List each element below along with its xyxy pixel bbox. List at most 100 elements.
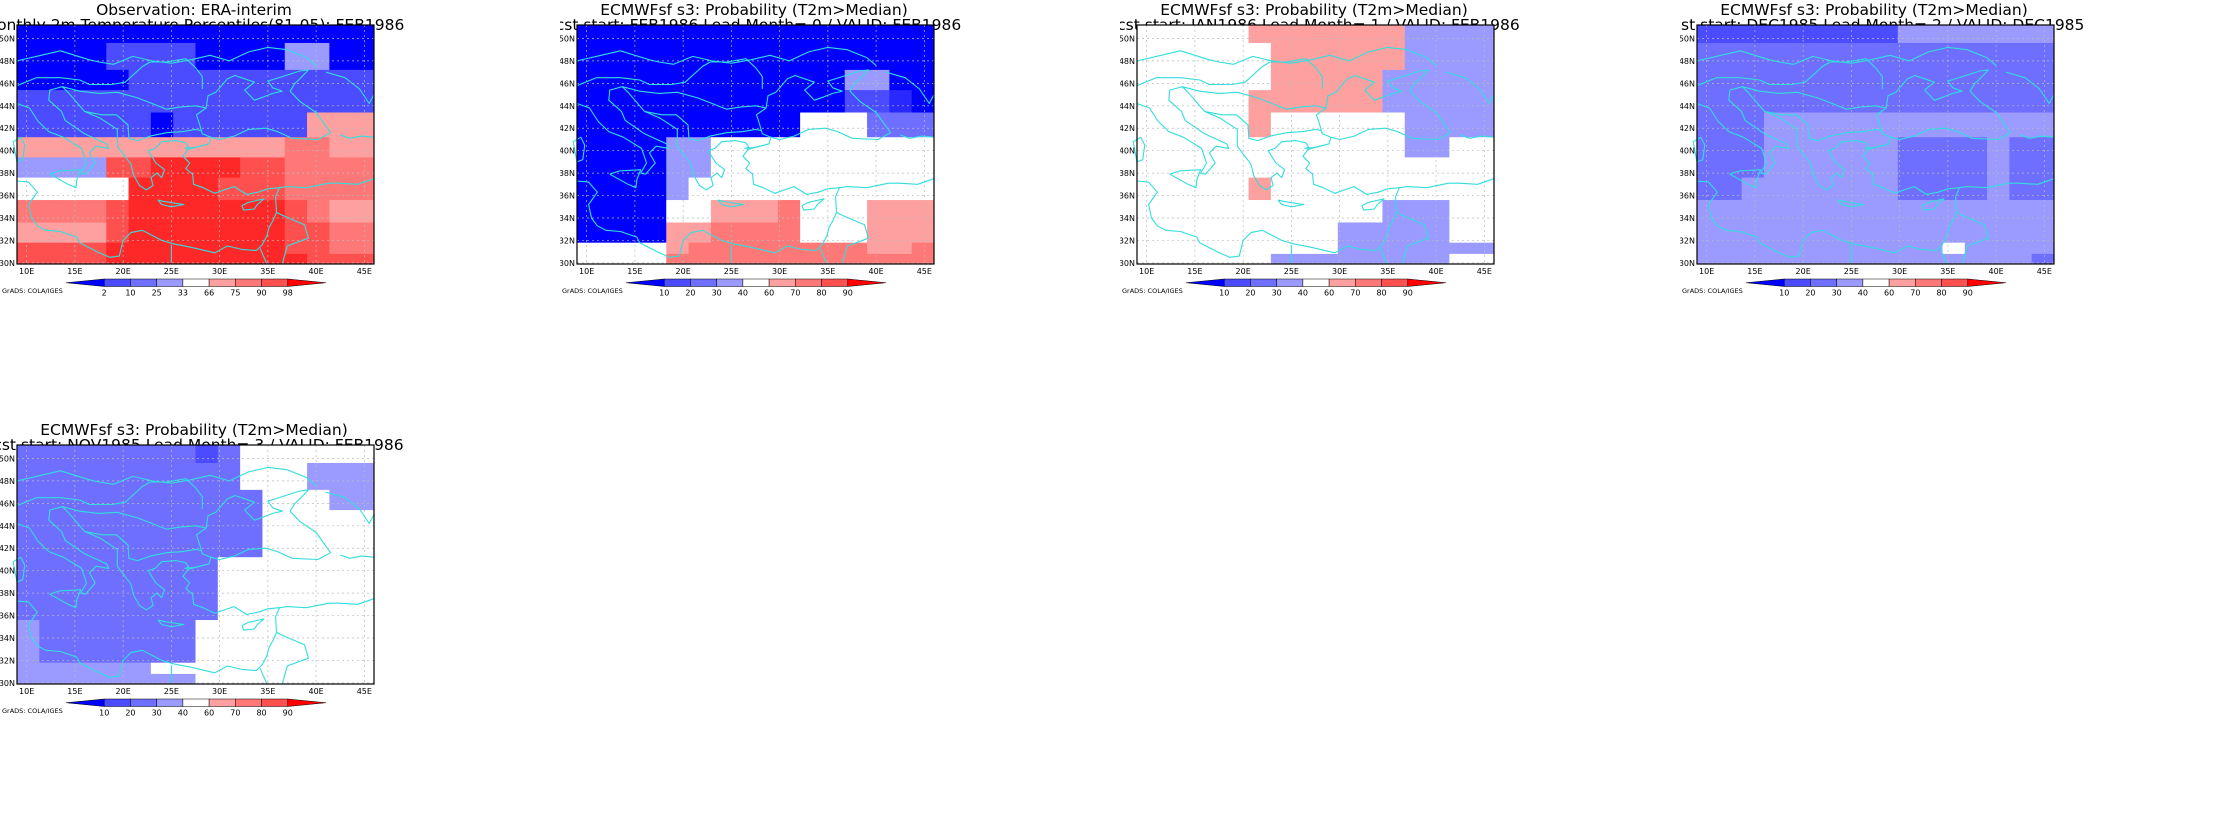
grid-cell: [217, 597, 241, 621]
grid-cell: [61, 222, 85, 244]
grid-cell: [1293, 177, 1316, 201]
grid-cell: [307, 510, 330, 534]
grid-cell: [1897, 112, 1921, 138]
lat-tick-label: 40N: [0, 147, 15, 156]
grid-cell: [1987, 242, 2010, 255]
grid-cell: [61, 69, 85, 91]
grid-cell: [844, 42, 868, 71]
grid-cell: [329, 577, 353, 599]
grid-cell: [755, 242, 779, 255]
grid-cell: [262, 177, 286, 201]
lat-tick-label: 42N: [0, 124, 15, 133]
grid-cell: [195, 222, 219, 244]
grid-cell: [217, 200, 241, 223]
grid-cell: [643, 157, 667, 179]
grid-cell: [844, 200, 868, 223]
grid-cell: [240, 462, 263, 491]
lat-tick-label: 32N: [0, 236, 15, 245]
lon-tick-label: 15E: [67, 687, 82, 696]
grid-cell: [39, 253, 63, 265]
grid-cell: [1449, 253, 1473, 265]
grid-cell: [643, 177, 667, 201]
grid-cell: [1404, 112, 1428, 138]
grid-cell: [1942, 69, 1966, 91]
grid-cell: [1897, 90, 1921, 114]
grid-cell: [688, 177, 712, 201]
grid-cell: [61, 137, 85, 158]
grid-cell: [1920, 90, 1943, 114]
grid-cell: [307, 222, 330, 244]
grid-cell: [284, 253, 308, 265]
grid-cell: [1181, 200, 1205, 223]
grid-cell: [240, 222, 263, 244]
grid-cell: [1964, 112, 1988, 138]
lon-tick-label: 40E: [868, 267, 883, 276]
coastline: [1136, 46, 1437, 66]
panel-title-line1: ECMWFsf s3: Probability (T2m>Median): [1720, 1, 2028, 19]
grid-cell: [217, 489, 241, 511]
map-frame: [16, 24, 375, 265]
grid-cell: [1404, 177, 1428, 201]
grid-cell: [39, 557, 63, 578]
grid-cell: [1427, 157, 1450, 179]
grid-cell: [1203, 177, 1227, 201]
grid-cell: [329, 597, 353, 621]
grid-cell: [83, 489, 107, 511]
grid-cell: [1808, 69, 1832, 91]
grid-cell: [240, 642, 263, 664]
coastline: [576, 46, 877, 66]
grid-cell: [1427, 253, 1450, 265]
grid-cell: [1920, 157, 1943, 179]
colorbar-segment: [130, 278, 157, 287]
grid-cell: [307, 489, 330, 511]
colorbar-segment: [156, 698, 184, 707]
grid-cell: [1449, 242, 1473, 255]
grid-cell: [1471, 69, 1495, 91]
grid-cell: [844, 112, 868, 138]
grid-cell: [1964, 177, 1988, 201]
grid-cell: [217, 510, 241, 534]
lon-tick-label: 25E: [1844, 267, 1859, 276]
grid-cell: [195, 532, 219, 558]
grid-cell: [822, 242, 846, 255]
grid-cell: [1337, 242, 1361, 255]
grid-cell: [643, 25, 667, 44]
grid-cell: [1719, 222, 1743, 244]
lat-tick-label: 48N: [1120, 57, 1135, 66]
grid-cell: [106, 42, 130, 71]
grid-cell: [1897, 25, 1921, 44]
grid-cell: [1875, 42, 1899, 71]
grid-cell: [1337, 222, 1361, 244]
grid-cell: [1270, 25, 1294, 44]
grid-cell: [173, 557, 196, 578]
colorbar-segment: [1381, 278, 1409, 287]
grid-cell: [1830, 253, 1854, 265]
grid-cell: [217, 673, 241, 685]
grid-cell: [173, 242, 196, 255]
grid-cell: [173, 673, 196, 685]
grid-cell: [800, 112, 823, 138]
grid-cell: [17, 510, 40, 534]
grid-cell: [2031, 137, 2055, 158]
grid-cell: [1404, 200, 1428, 223]
grid-cell: [329, 620, 353, 643]
colorbar-label: 70: [790, 289, 800, 298]
grid-cell: [1137, 222, 1160, 244]
grid-cell: [889, 253, 913, 265]
coastline: [16, 69, 332, 191]
grid-cell: [1897, 137, 1921, 158]
lon-tick-label: 15E: [627, 267, 642, 276]
lat-tick-label: 50N: [0, 34, 15, 43]
grid-cell: [1987, 25, 2010, 44]
grid-cell: [755, 222, 779, 244]
coastline: [1204, 110, 1322, 142]
panel-title-line1: ECMWFsf s3: Probability (T2m>Median): [600, 1, 908, 19]
lon-tick-label: 35E: [260, 267, 275, 276]
colorbar-label: 90: [1403, 289, 1413, 298]
grid-cell: [351, 42, 375, 71]
grid-cell: [867, 253, 890, 265]
grid-cell: [106, 90, 130, 114]
grid-cell: [17, 462, 40, 491]
grid-cell: [1920, 200, 1943, 223]
grid-cell: [173, 137, 196, 158]
